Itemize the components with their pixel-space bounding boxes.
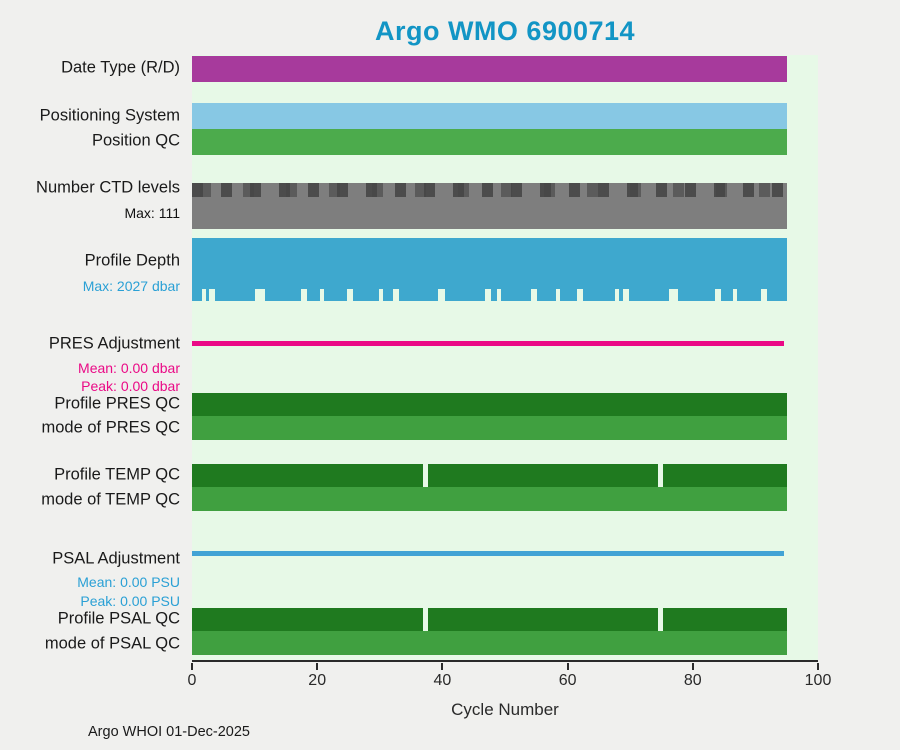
bar-gap-profile-temp-qc (657, 464, 663, 487)
x-tick-mark (566, 663, 569, 670)
bar-gap-profile-psal-qc (422, 608, 428, 631)
x-tick-label: 60 (558, 672, 577, 689)
row-label-profile-psal-qc: Profile PSAL QC (57, 609, 180, 628)
row-label-profile-pres-qc: Profile PRES QC (54, 394, 180, 413)
bar-profile-pres-qc (192, 393, 787, 416)
bar-date-type (192, 56, 787, 82)
x-axis-label: Cycle Number (451, 700, 559, 719)
x-tick-mark (441, 663, 444, 670)
row-label-mode-of-psal-qc: mode of PSAL QC (44, 634, 180, 653)
bar-number-ctd-levels (192, 183, 787, 229)
row-label-pres-adjustment: PRES Adjustment (48, 334, 180, 353)
bar-mode-of-pres-qc (192, 416, 787, 440)
row-label-date-type: Date Type (R/D) (61, 58, 180, 77)
footer-caption: Argo WHOI 01-Dec-2025 (88, 724, 250, 740)
x-tick-label: 40 (433, 672, 452, 689)
row-label-position-qc: Position QC (91, 131, 180, 150)
bar-pres-adjustment (192, 341, 784, 346)
bar-profile-depth (192, 238, 787, 301)
bar-mode-of-temp-qc (192, 487, 787, 511)
x-tick-mark (817, 663, 819, 670)
bar-positioning-system (192, 103, 787, 129)
row-annotation-pres-adjustment-1: Peak: 0.00 dbar (81, 378, 180, 394)
x-tick-label: 100 (804, 672, 832, 689)
bar-mode-of-psal-qc (192, 631, 787, 655)
row-annotation-pres-adjustment-0: Mean: 0.00 dbar (78, 360, 180, 376)
x-tick-mark (691, 663, 694, 670)
x-tick-label: 80 (683, 672, 702, 689)
row-label-mode-of-pres-qc: mode of PRES QC (41, 418, 180, 437)
row-label-mode-of-temp-qc: mode of TEMP QC (41, 490, 180, 509)
row-annotation-number-ctd-levels-0: Max: 111 (124, 205, 180, 221)
bar-profile-psal-qc (192, 608, 787, 631)
plot-area (192, 55, 818, 662)
row-annotation-profile-depth-0: Max: 2027 dbar (82, 278, 180, 294)
row-label-psal-adjustment: PSAL Adjustment (52, 549, 180, 568)
row-label-gutter: Date Type (R/D) Positioning System Positio… (0, 55, 186, 662)
x-tick-label: 0 (187, 672, 197, 689)
row-label-profile-depth: Profile Depth (84, 251, 180, 270)
row-label-positioning-system: Positioning System (39, 106, 180, 125)
row-label-number-ctd-levels: Number CTD levels (36, 178, 180, 197)
bar-profile-temp-qc (192, 464, 787, 487)
bar-psal-adjustment (192, 551, 784, 556)
chart-title: Argo WMO 6900714 (374, 16, 636, 46)
bar-gap-profile-temp-qc (422, 464, 428, 487)
x-tick-mark (316, 663, 319, 670)
row-annotation-psal-adjustment-1: Peak: 0.00 PSU (80, 593, 180, 609)
row-annotation-psal-adjustment-0: Mean: 0.00 PSU (77, 574, 180, 590)
bar-gap-profile-psal-qc (657, 608, 663, 631)
row-label-profile-temp-qc: Profile TEMP QC (54, 465, 180, 484)
x-tick-label: 20 (308, 672, 327, 689)
x-axis: 0 20 40 60 80 100 (188, 663, 831, 699)
x-tick-mark (191, 663, 193, 670)
bar-position-qc (192, 129, 787, 155)
